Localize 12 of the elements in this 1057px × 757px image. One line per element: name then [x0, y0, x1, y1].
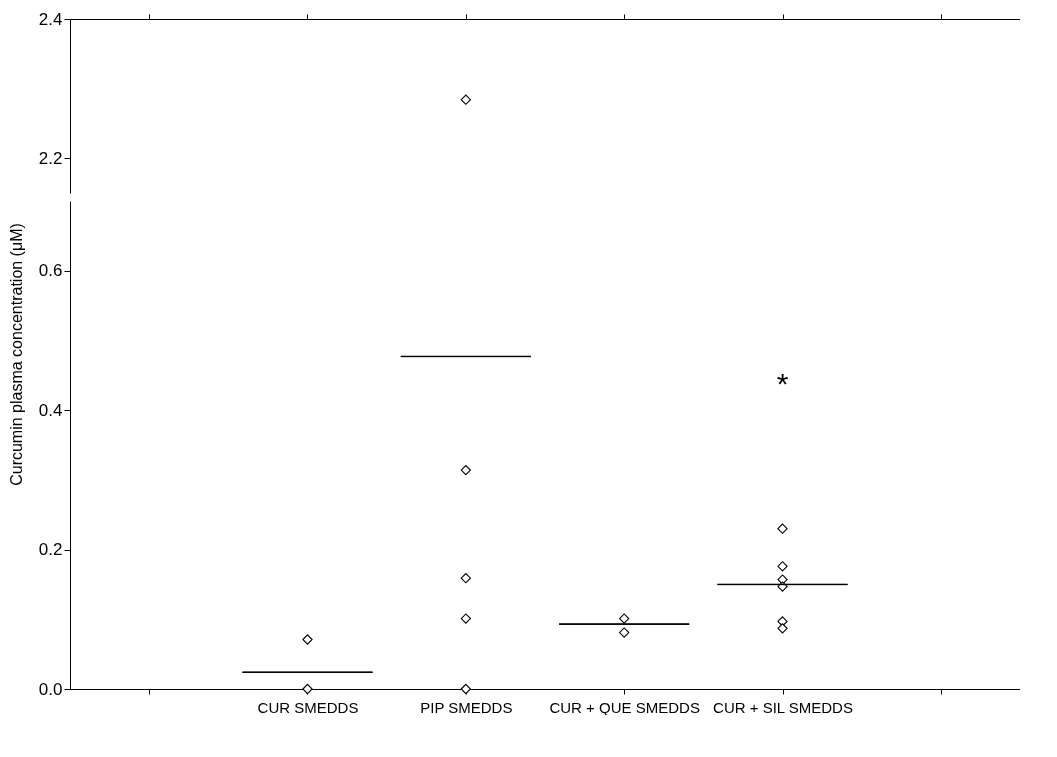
x-tick-label: PIP SMEDDS: [420, 698, 513, 716]
y-tick-label: 0.6: [38, 261, 63, 281]
y-tick-label: 0.4: [38, 400, 63, 420]
x-tick-label: CUR SMEDDS: [257, 698, 359, 716]
y-tick-label: 0.2: [38, 540, 63, 560]
y-axis-title: Curcumin plasma concentration (μM): [7, 223, 25, 486]
y-tick-label: 2.4: [38, 9, 63, 29]
y-tick-label: 2.2: [38, 148, 63, 168]
x-tick-label: CUR + SIL SMEDDS: [713, 698, 853, 716]
y-tick-label: 0.0: [38, 679, 63, 699]
x-tick-label: CUR + QUE SMEDDS: [549, 698, 700, 716]
annotation: *: [776, 366, 789, 400]
